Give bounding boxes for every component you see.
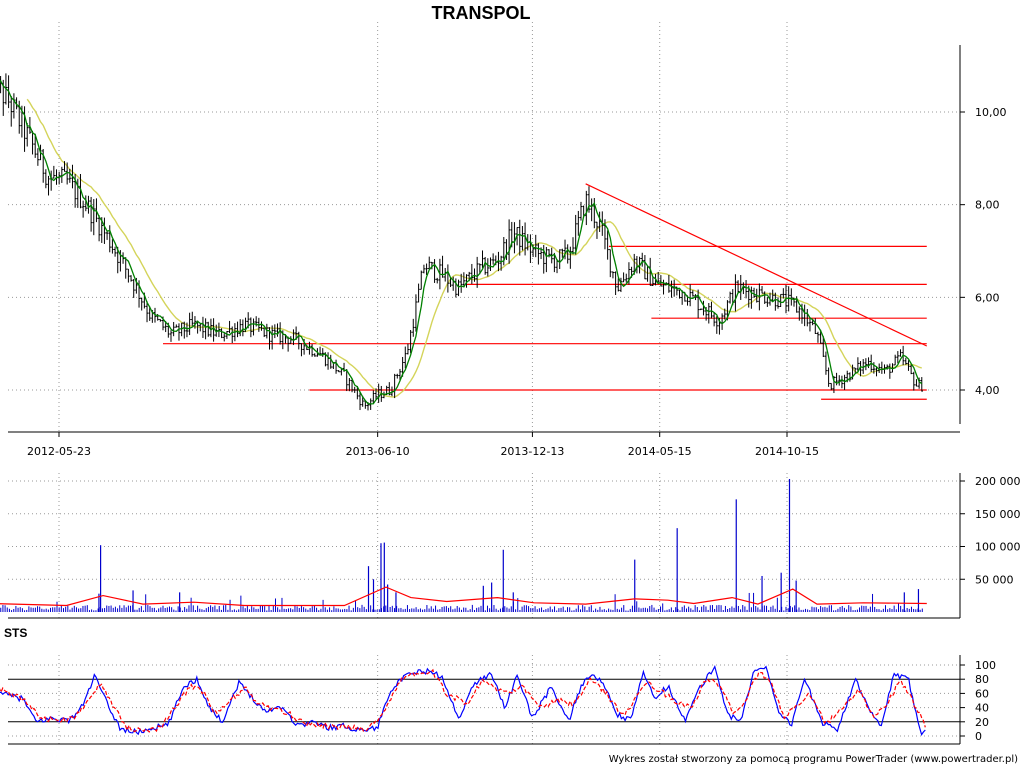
date-tick-label: 2014-05-15	[628, 445, 692, 458]
volume-y-tick-label: 50 000	[975, 573, 1014, 586]
volume-axes	[8, 473, 965, 619]
volume-panel: 50 000 100 000 150 000 200 000	[0, 473, 1021, 619]
volume-y-tick-label: 150 000	[975, 508, 1021, 521]
price-y-tick-label: 10,00	[975, 106, 1007, 119]
sts-k-line	[0, 664, 926, 736]
price-y-tick-labels: 4,00 6,00 8,00 10,00	[975, 106, 1007, 397]
volume-y-tick-labels: 50 000 100 000 150 000 200 000	[975, 475, 1021, 586]
sts-d-line	[0, 668, 926, 733]
volume-average-line	[0, 586, 927, 607]
moving-average-short-line	[0, 79, 923, 405]
trend-line-segment	[585, 183, 928, 347]
chart-title: TRANSPOL	[432, 3, 531, 23]
sts-y-tick-label: 60	[975, 687, 989, 700]
date-tick-labels: 2012-05-23 2013-06-10 2013-12-13 2014-05-15…	[27, 445, 819, 458]
price-candles	[0, 73, 923, 411]
price-y-tick-label: 6,00	[975, 291, 1000, 304]
footer-credit: Wykres został stworzony za pomocą progra…	[609, 754, 1018, 765]
price-y-tick-label: 4,00	[975, 384, 1000, 397]
moving-average-short	[0, 79, 923, 405]
volume-average-path	[0, 586, 927, 607]
date-tick-label: 2014-10-15	[755, 445, 819, 458]
date-tick-label: 2013-12-13	[500, 445, 564, 458]
sts-panel-label: STS	[4, 626, 27, 640]
sts-y-tick-label: 80	[975, 673, 989, 686]
date-tick-label: 2012-05-23	[27, 445, 91, 458]
volume-y-tick-label: 200 000	[975, 475, 1021, 488]
volume-y-tick-label: 100 000	[975, 541, 1021, 554]
sts-lines	[0, 664, 926, 736]
sts-y-tick-label: 100	[975, 659, 996, 672]
sts-axes	[8, 655, 965, 745]
date-tick-label: 2013-06-10	[346, 445, 410, 458]
price-axes	[8, 45, 965, 437]
sts-y-tick-label: 40	[975, 702, 989, 715]
price-y-tick-label: 8,00	[975, 199, 1000, 212]
sts-grid	[8, 655, 960, 744]
volume-grid	[8, 473, 960, 618]
trend-line	[585, 183, 928, 347]
volume-bars	[0, 479, 923, 612]
sts-y-tick-label: 0	[975, 730, 982, 743]
sts-y-tick-label: 20	[975, 716, 989, 729]
